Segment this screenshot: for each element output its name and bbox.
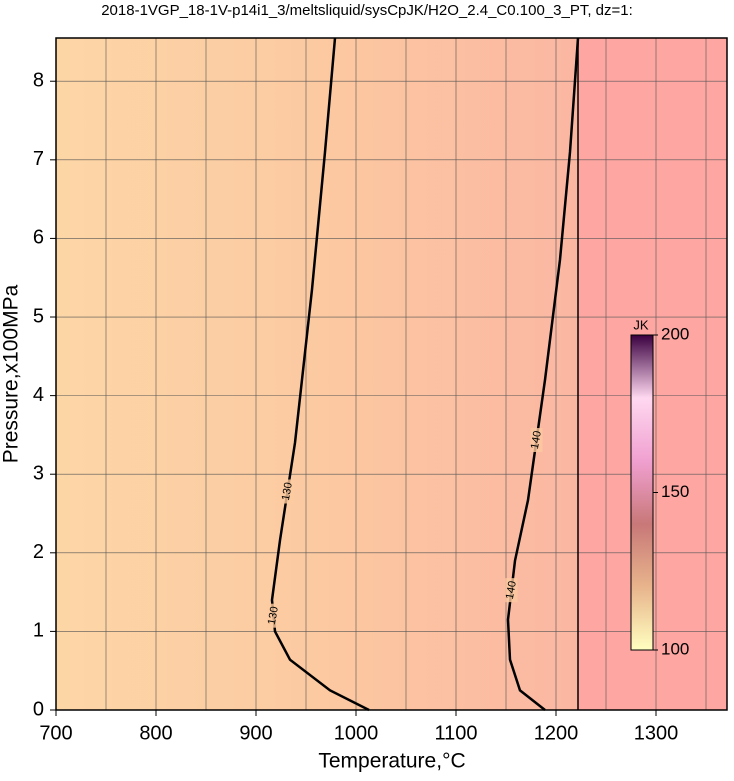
chart-title: 2018-1VGP_18-1V-p14i1_3/meltsliquid/sysC… — [101, 2, 633, 19]
x-tick-label: 1100 — [434, 722, 477, 744]
x-tick-label: 1200 — [534, 722, 579, 744]
contour-label: 130 — [266, 606, 281, 626]
contour-label-bg — [281, 479, 294, 504]
contour-label-bg — [530, 428, 543, 453]
contour-label: 140 — [504, 580, 519, 600]
plot-frame — [55, 37, 728, 711]
x-tick-label: 800 — [139, 722, 172, 744]
y-tick-label: 1 — [33, 620, 44, 642]
colorbar — [630, 334, 654, 651]
colorbar-tick-label: 100 — [661, 639, 689, 658]
y-tick-label: 3 — [33, 462, 44, 484]
contour-label: 130 — [280, 481, 295, 501]
contour-label: 140 — [529, 430, 544, 450]
contour-label-bg — [505, 578, 518, 603]
y-tick-label: 5 — [33, 305, 44, 327]
y-tick-label: 4 — [33, 384, 44, 406]
contour-label-bg — [267, 603, 280, 628]
x-tick-label: 1300 — [634, 722, 679, 744]
colorbar-tick-label: 200 — [661, 324, 689, 343]
y-axis-label: Pressure,x100MPa — [0, 284, 23, 463]
y-tick-label: 6 — [33, 227, 44, 249]
contour-line — [270, 37, 370, 712]
y-tick-label: 8 — [33, 70, 44, 92]
colorbar-tick-label: 150 — [661, 482, 689, 501]
x-tick-label: 1000 — [334, 722, 379, 744]
x-tick-label: 900 — [239, 722, 272, 744]
colorbar-label: JK — [633, 317, 649, 332]
y-tick-label: 0 — [33, 698, 44, 720]
y-tick-label: 2 — [33, 541, 44, 563]
x-axis-label: Temperature,°C — [318, 750, 465, 773]
y-tick-label: 7 — [33, 148, 44, 170]
contour-line — [506, 37, 580, 711]
x-tick-label: 700 — [39, 722, 72, 744]
